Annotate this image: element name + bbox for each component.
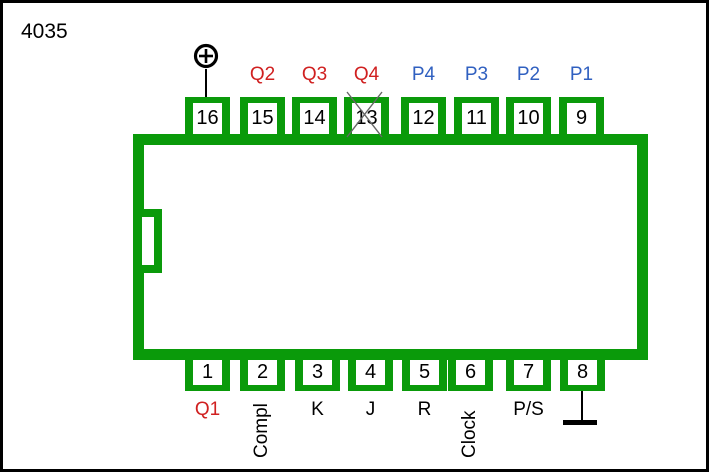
pin-11: 11: [454, 97, 499, 145]
cross-out-icon: [346, 91, 383, 138]
pin-number: 11: [462, 103, 491, 134]
pin-15: 15: [240, 97, 285, 145]
ground-lead-line: [581, 391, 583, 421]
pin-8: 8: [560, 349, 605, 391]
power-icon: [193, 43, 219, 69]
pin-14: 14: [292, 97, 337, 145]
pin-number: 7: [514, 360, 543, 385]
label-p2: P2: [516, 64, 541, 85]
pin-16: 16: [185, 97, 230, 145]
chip-title: 4035: [21, 20, 68, 43]
label-ps: P/S: [513, 399, 544, 420]
pin-number: 15: [248, 103, 277, 134]
pin-9: 9: [559, 97, 604, 145]
pin-4: 4: [348, 349, 393, 391]
pin-3: 3: [295, 349, 340, 391]
label-q3: Q3: [301, 64, 328, 85]
pin-number: 10: [514, 103, 543, 134]
pin-number: 16: [193, 103, 222, 134]
label-j: J: [365, 399, 376, 420]
pin-number: 8: [568, 360, 597, 385]
label-r: R: [417, 399, 432, 420]
pin-number: 4: [356, 360, 385, 385]
power-lead-line: [205, 69, 207, 97]
pin-7: 7: [506, 349, 551, 391]
pin-10: 10: [506, 97, 551, 145]
pin-2: 2: [240, 349, 285, 391]
label-p3: P3: [464, 64, 489, 85]
label-q2: Q2: [249, 64, 276, 85]
label-p1: P1: [569, 64, 594, 85]
pin-number: 2: [248, 360, 277, 385]
pin-number: 9: [567, 103, 596, 134]
pin-number: 3: [303, 360, 332, 385]
pin-5: 5: [402, 349, 447, 391]
label-compl: Compl: [251, 403, 272, 458]
chip-notch: [134, 209, 162, 273]
pin-number: 12: [409, 103, 438, 134]
label-q4: Q4: [353, 64, 380, 85]
pin-number: 5: [410, 360, 439, 385]
pin-number: 14: [300, 103, 329, 134]
pin-1: 1: [185, 349, 230, 391]
label-k: K: [311, 399, 324, 420]
label-clock: Clock: [459, 410, 480, 458]
pin-number: 1: [193, 360, 222, 385]
label-p4: P4: [411, 64, 436, 85]
pin-12: 12: [401, 97, 446, 145]
ground-icon: [563, 420, 597, 425]
pin-number: 6: [456, 360, 485, 385]
label-q1: Q1: [194, 399, 221, 420]
chip-body: [133, 134, 648, 360]
pin-6: 6: [448, 349, 493, 391]
